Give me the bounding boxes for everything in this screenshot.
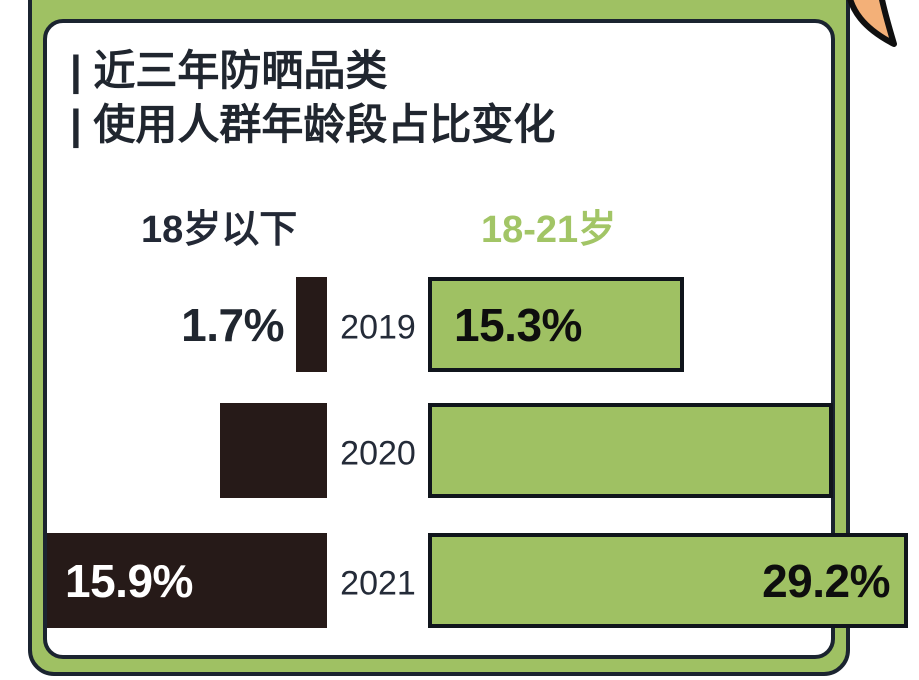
bar-18to21-2020: [428, 403, 833, 498]
year-label-2019: 2019: [340, 308, 416, 346]
bar-under18-2020: [220, 403, 327, 498]
value-label-under18-2021: 15.9%: [65, 554, 193, 607]
legend-label-18to21: 18-21岁: [481, 209, 617, 251]
value-label-under18-2019: 1.7%: [181, 298, 284, 351]
bar-18to21-2019: [428, 277, 684, 372]
value-label-18to21-2019: 15.3%: [454, 298, 582, 351]
year-label-2020: 2020: [340, 434, 416, 472]
chart-title-line-1: | 近三年防晒品类: [70, 47, 388, 94]
bar-under18-2021: [47, 533, 327, 628]
bar-18to21-2021: [428, 533, 908, 628]
chart-title-line-2: | 使用人群年龄段占比变化: [70, 101, 556, 148]
bar-under18-2019: [296, 277, 327, 372]
year-label-2021: 2021: [340, 564, 416, 602]
hair-tuft-shape: [847, 0, 897, 47]
value-label-18to21-2021: 29.2%: [762, 554, 890, 607]
chart-title: | 近三年防晒品类 | 使用人群年龄段占比变化: [70, 44, 555, 152]
legend-label-under18: 18岁以下: [141, 209, 298, 251]
hair-tuft-icon: [847, 0, 897, 47]
